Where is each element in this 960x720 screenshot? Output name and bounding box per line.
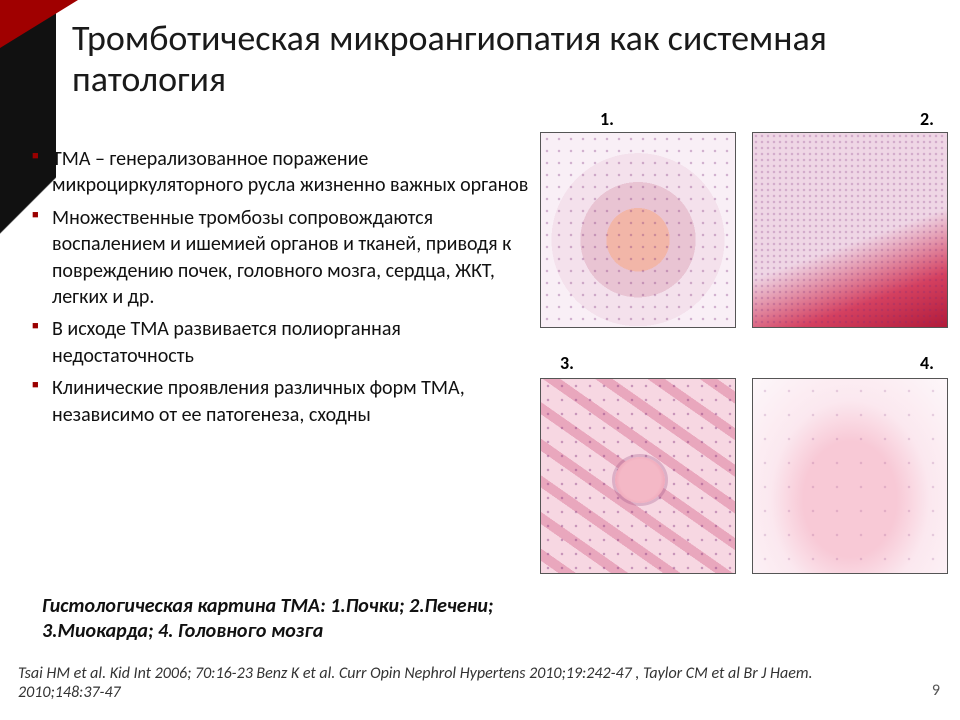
- histology-image-2-liver: [752, 132, 948, 328]
- histology-image-4-brain: [752, 378, 948, 574]
- accent-corner: [0, 0, 78, 48]
- figure-grid: [540, 132, 948, 578]
- bullet-item: ТМА – генерализованное поражение микроци…: [26, 146, 538, 199]
- bullet-item: В исходе ТМА развивается полиорганная не…: [26, 316, 538, 369]
- figure-label-1: 1.: [600, 108, 614, 130]
- histology-image-1-kidney: [540, 132, 736, 328]
- slide-title: Тромботическая микроангиопатия как систе…: [72, 18, 936, 101]
- slide: Тромботическая микроангиопатия как систе…: [0, 0, 960, 720]
- page-number: 9: [932, 681, 940, 700]
- bullet-list: ТМА – генерализованное поражение микроци…: [26, 146, 538, 434]
- bullet-item: Множественные тромбозы сопровождаются во…: [26, 205, 538, 311]
- histology-image-3-myocardium: [540, 378, 736, 574]
- bullet-item: Клинические проявления различных форм ТМ…: [26, 375, 538, 428]
- figure-label-2: 2.: [920, 108, 934, 130]
- figure-caption: Гистологическая картина ТМА: 1.Почки; 2.…: [42, 594, 562, 644]
- references: Tsai HM et al. Kid Int 2006; 70:16-23 Be…: [18, 664, 900, 702]
